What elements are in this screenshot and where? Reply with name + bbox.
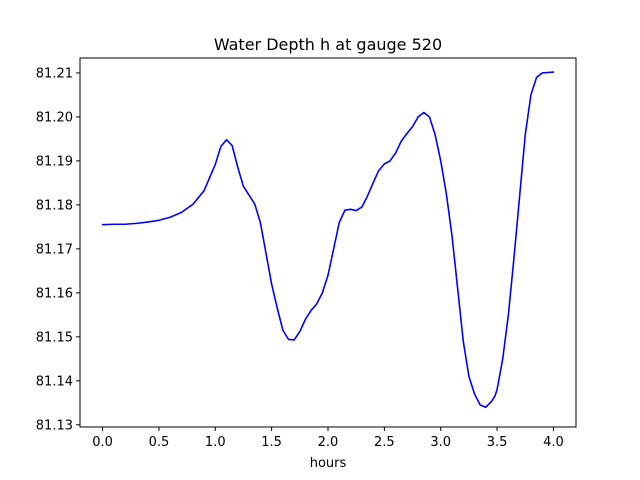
x-tick-label: 1.0 bbox=[205, 435, 226, 450]
y-tick-label: 81.20 bbox=[36, 110, 73, 125]
chart-title: Water Depth h at gauge 520 bbox=[214, 35, 442, 54]
y-tick-label: 81.18 bbox=[36, 198, 73, 213]
y-axis-ticks: 81.13 81.14 81.15 81.16 81.17 81.18 81.19 81.20… bbox=[36, 66, 80, 433]
x-axis-ticks: 0.0 0.5 1.0 1.5 2.0 2.5 3.0 3.5 4.0 bbox=[92, 427, 564, 450]
y-tick-label: 81.16 bbox=[36, 286, 73, 301]
x-tick-label: 3.0 bbox=[430, 435, 451, 450]
y-tick-label: 81.15 bbox=[36, 330, 73, 345]
y-tick-label: 81.14 bbox=[36, 374, 73, 389]
x-tick-label: 3.5 bbox=[487, 435, 508, 450]
x-tick-label: 1.5 bbox=[261, 435, 282, 450]
plot-area bbox=[79, 57, 577, 428]
x-axis-label: hours bbox=[310, 456, 347, 471]
series-line-0 bbox=[101, 71, 555, 409]
y-tick-label: 81.17 bbox=[36, 242, 73, 257]
x-tick-label: 2.0 bbox=[318, 435, 339, 450]
x-tick-label: 4.0 bbox=[543, 435, 564, 450]
x-tick-label: 0.5 bbox=[149, 435, 170, 450]
y-tick-label: 81.13 bbox=[36, 418, 73, 433]
y-tick-label: 81.19 bbox=[36, 154, 73, 169]
x-tick-label: 0.0 bbox=[92, 435, 113, 450]
y-tick-label: 81.21 bbox=[36, 66, 73, 81]
x-tick-label: 2.5 bbox=[374, 435, 395, 450]
plot-frame bbox=[79, 57, 577, 428]
